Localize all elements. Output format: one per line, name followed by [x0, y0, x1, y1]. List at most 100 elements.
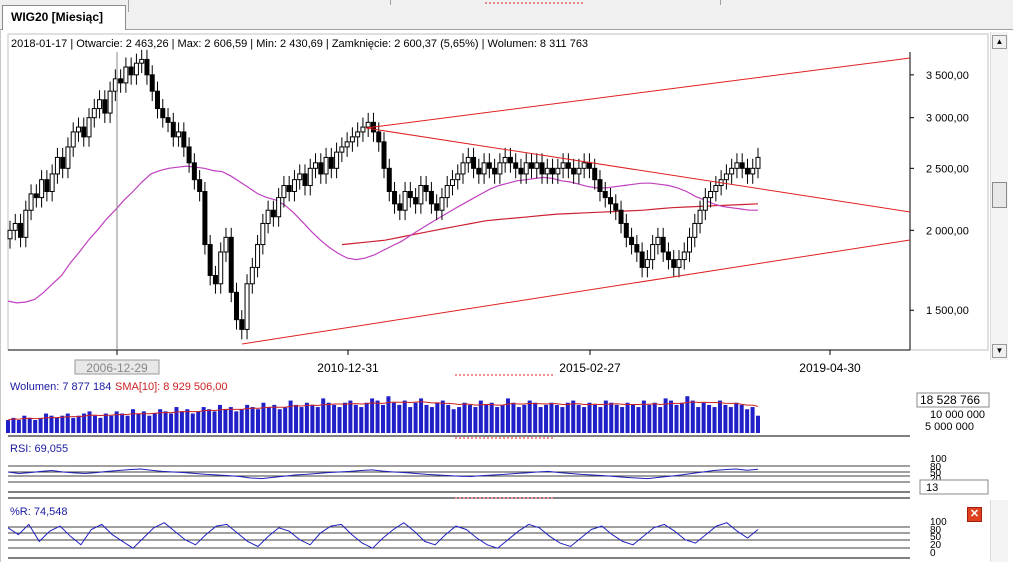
rsi-value-box	[919, 479, 989, 495]
candle-body	[644, 259, 650, 268]
wr-label: %R: 74,548	[10, 506, 67, 518]
candle-body	[550, 167, 556, 175]
volume-bar	[326, 402, 331, 433]
candle-body	[49, 173, 55, 192]
candle-body	[328, 156, 334, 169]
volume-bar	[250, 407, 255, 433]
candle-body	[687, 236, 693, 253]
volume-bar	[342, 402, 347, 433]
candle-body	[692, 222, 698, 238]
volume-bar	[413, 402, 418, 433]
candle-body	[12, 222, 18, 231]
volume-bar	[109, 415, 114, 433]
volume-bar	[560, 407, 565, 433]
price-scrollbar[interactable]: ▲ ▼	[990, 32, 1008, 360]
close-icon[interactable]: ✕	[967, 507, 982, 522]
candle-body	[734, 162, 740, 169]
indicator-scrollbar[interactable]	[990, 500, 1008, 562]
volume-bar	[196, 411, 201, 433]
candle-body	[297, 173, 303, 181]
candle-body	[428, 190, 434, 205]
arrow-down-icon[interactable]: ▼	[992, 344, 1007, 358]
trendline	[365, 57, 911, 129]
wr-axis-0: 0	[930, 548, 936, 559]
date-tick-label: 2010-12-31	[317, 361, 379, 375]
volume-bar	[294, 404, 299, 433]
volume-bar	[565, 402, 570, 433]
candle-body	[144, 58, 150, 76]
volume-bar	[136, 413, 141, 433]
candle-body	[402, 190, 408, 211]
volume-bar	[65, 413, 70, 433]
volume-bar	[641, 400, 646, 433]
candle-body	[381, 141, 387, 169]
candle-body	[444, 185, 450, 199]
candle-body	[281, 185, 287, 199]
volume-bar	[152, 413, 157, 433]
candle-body	[339, 146, 345, 153]
volume-max-box	[916, 392, 990, 408]
candle-body	[597, 179, 603, 192]
candle-body	[676, 259, 682, 268]
tab-bar: WIG20 [Miesiąc]	[0, 0, 1013, 30]
volume-bar	[707, 404, 712, 433]
candle-body	[613, 203, 619, 211]
date-tick-label: 2006-12-29	[86, 361, 148, 375]
volume-bar	[261, 402, 266, 433]
volume-bar	[723, 404, 728, 433]
candle-body	[349, 136, 355, 143]
volume-bar	[609, 402, 614, 433]
volume-bar	[11, 417, 16, 433]
candle-body	[729, 167, 735, 175]
candle-body	[702, 197, 708, 211]
volume-bar	[728, 407, 733, 433]
candle-body	[149, 74, 155, 92]
candle-body	[655, 236, 661, 246]
volume-bar	[87, 411, 92, 433]
scroll-thumb[interactable]	[992, 182, 1007, 208]
volume-bar	[212, 411, 217, 433]
candle-body	[107, 90, 113, 114]
rsi-box-value: 13	[926, 482, 938, 494]
candle-body	[386, 167, 392, 192]
candle-body	[665, 251, 671, 261]
candle-body	[576, 167, 582, 175]
candles	[7, 49, 761, 340]
tab-wig20[interactable]: WIG20 [Miesiąc]	[2, 5, 126, 30]
volume-bar	[696, 407, 701, 433]
volume-bar	[33, 420, 38, 433]
volume-bar	[489, 402, 494, 433]
sma-short-line	[7, 165, 758, 304]
volume-bar	[451, 409, 456, 433]
volume-bar	[511, 402, 516, 433]
volume-bar	[440, 400, 445, 433]
volume-bar	[38, 417, 43, 433]
volume-bar	[228, 407, 233, 433]
candle-body	[234, 291, 240, 321]
candle-body	[413, 197, 419, 205]
candle-body	[23, 209, 29, 238]
volume-bar	[397, 404, 402, 433]
volume-bar	[576, 404, 581, 433]
price-tick-labels: 3 500,00 3 000,00 2 500,00 2 000,00 1 500,00	[910, 70, 969, 317]
candle-body	[218, 251, 224, 285]
wr-axis-20: 20	[930, 540, 942, 551]
volume-bar	[27, 417, 32, 433]
candle-body	[592, 167, 598, 181]
arrow-up-icon[interactable]: ▲	[992, 35, 1007, 49]
volume-bar	[71, 417, 76, 433]
date-highlight-box	[74, 359, 160, 375]
volume-bar	[571, 400, 576, 433]
volume-bar	[614, 404, 619, 433]
candle-body	[397, 203, 403, 211]
volume-bar	[16, 420, 21, 433]
volume-bar	[674, 404, 679, 433]
volume-bar	[549, 402, 554, 433]
volume-bar	[125, 415, 130, 433]
candle-body	[91, 108, 97, 119]
candle-body	[418, 185, 424, 205]
volume-bar	[82, 413, 87, 433]
volume-bar	[239, 409, 244, 433]
candle-body	[265, 209, 271, 224]
